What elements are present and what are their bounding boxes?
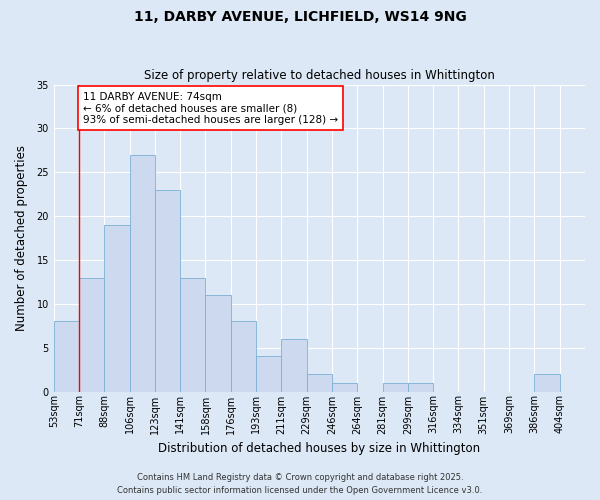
Bar <box>180 278 205 392</box>
Text: 11 DARBY AVENUE: 74sqm
← 6% of detached houses are smaller (8)
93% of semi-detac: 11 DARBY AVENUE: 74sqm ← 6% of detached … <box>83 92 338 125</box>
Bar <box>332 382 357 392</box>
X-axis label: Distribution of detached houses by size in Whittington: Distribution of detached houses by size … <box>158 442 481 455</box>
Bar <box>79 278 104 392</box>
Bar <box>281 339 307 392</box>
Y-axis label: Number of detached properties: Number of detached properties <box>15 145 28 331</box>
Bar <box>408 382 433 392</box>
Bar <box>130 154 155 392</box>
Bar <box>104 225 130 392</box>
Title: Size of property relative to detached houses in Whittington: Size of property relative to detached ho… <box>144 69 495 82</box>
Text: 11, DARBY AVENUE, LICHFIELD, WS14 9NG: 11, DARBY AVENUE, LICHFIELD, WS14 9NG <box>134 10 466 24</box>
Bar <box>383 382 408 392</box>
Bar <box>256 356 281 392</box>
Bar <box>155 190 180 392</box>
Bar <box>231 322 256 392</box>
Text: Contains HM Land Registry data © Crown copyright and database right 2025.
Contai: Contains HM Land Registry data © Crown c… <box>118 474 482 495</box>
Bar <box>535 374 560 392</box>
Bar <box>53 322 79 392</box>
Bar <box>307 374 332 392</box>
Bar <box>205 295 231 392</box>
